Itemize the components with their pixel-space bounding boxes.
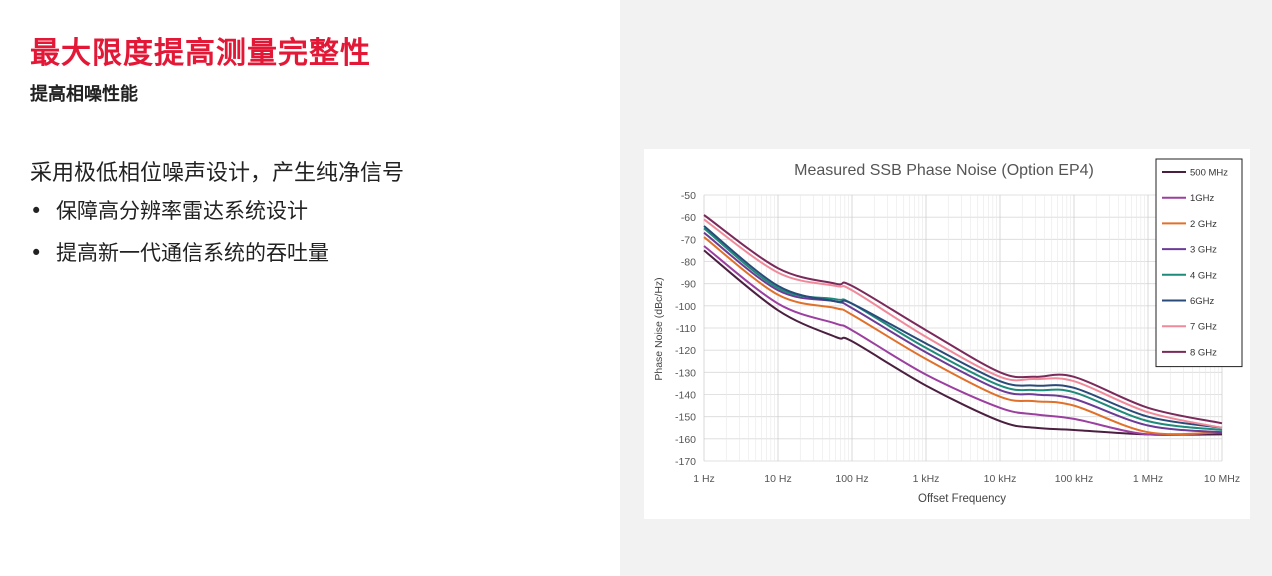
y-tick-label: -110 (676, 323, 696, 335)
axes: -50 -60 -70 -80 -90 -100 -110 -120 -130 -140 -150 -… (675, 190, 1240, 485)
slide-subtitle: 提高相噪性能 (30, 84, 138, 105)
bullet-list: • 保障高分辨率雷达系统设计 • 提高新一代通信系统的吞吐量 (30, 196, 329, 280)
y-tick-label: -80 (681, 257, 696, 269)
series-line (703, 236, 1223, 436)
y-tick-label: -140 (675, 390, 696, 402)
legend-label: 1GHz (1190, 193, 1215, 204)
x-tick-label: 10 MHz (1204, 473, 1240, 485)
bullet-dot: • (30, 199, 43, 223)
y-tick-label: -60 (681, 212, 696, 224)
series-line (703, 225, 1223, 429)
y-tick-label: -150 (675, 412, 696, 424)
series-line (703, 245, 1223, 437)
legend-label: 7 GHz (1190, 322, 1217, 333)
y-tick-label: -170 (675, 456, 696, 468)
legend-label: 500 MHz (1190, 168, 1228, 179)
x-tick-label: 1 Hz (693, 473, 715, 485)
legend-label: 3 GHz (1190, 245, 1217, 256)
legend-label: 2 GHz (1190, 219, 1217, 230)
bullet-text: 保障高分辨率雷达系统设计 (56, 199, 308, 223)
bullet-text: 提高新一代通信系统的吞吐量 (56, 241, 329, 265)
x-tick-label: 1 MHz (1133, 473, 1163, 485)
y-tick-label: -160 (675, 434, 696, 446)
y-tick-label: -70 (681, 234, 696, 246)
legend-box (1155, 158, 1243, 368)
y-axis-label: Phase Noise (dBc/Hz) (653, 277, 665, 380)
y-tick-label: -50 (681, 190, 696, 202)
x-axis-label: Offset Frequency (918, 493, 1006, 505)
series-line (703, 218, 1223, 429)
x-tick-label: 100 kHz (1055, 473, 1094, 485)
x-tick-label: 100 Hz (835, 473, 868, 485)
legend-label: 8 GHz (1190, 347, 1217, 358)
series-line (703, 231, 1223, 434)
bullet-item: • 保障高分辨率雷达系统设计 (30, 196, 329, 238)
slide-title: 最大限度提高测量完整性 (30, 36, 371, 71)
series-lines (703, 214, 1223, 437)
series-line (703, 214, 1223, 425)
legend-label: 6GHz (1190, 296, 1215, 307)
y-tick-label: -130 (675, 367, 696, 379)
series-line (703, 249, 1223, 436)
chart-card: -50 -60 -70 -80 -90 -100 -110 -120 -130 -140 -150 -… (644, 149, 1250, 519)
phase-noise-chart: -50 -60 -70 -80 -90 -100 -110 -120 -130 -140 -150 -… (653, 158, 1243, 505)
chart-title: Measured SSB Phase Noise (Option EP4) (794, 162, 1094, 179)
y-tick-label: -100 (675, 301, 696, 313)
x-tick-label: 10 Hz (764, 473, 791, 485)
x-tick-label: 10 kHz (984, 473, 1017, 485)
y-tick-label: -120 (675, 345, 696, 357)
lead-text: 采用极低相位噪声设计，产生纯净信号 (30, 161, 405, 186)
x-tick-label: 1 kHz (913, 473, 940, 485)
legend-label: 4 GHz (1190, 270, 1217, 281)
bullet-dot: • (30, 241, 43, 265)
bullet-item: • 提高新一代通信系统的吞吐量 (30, 238, 329, 280)
y-tick-label: -90 (681, 279, 696, 291)
legend: 500 MHz 1GHz 2 GHz 3 GHz 4 GHz 6GHz 7 GHz 8 GHz (1155, 158, 1243, 368)
series-line (703, 227, 1223, 431)
